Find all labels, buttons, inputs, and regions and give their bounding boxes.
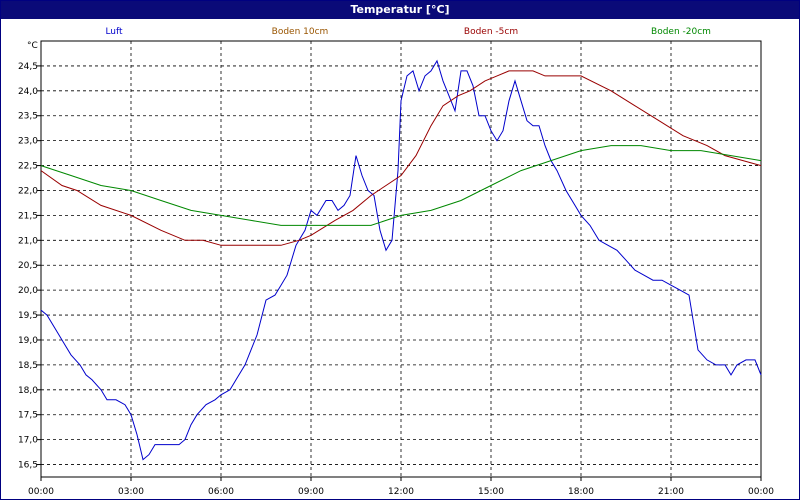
grid bbox=[41, 41, 761, 477]
series-lines bbox=[40, 59, 762, 461]
x-tick-time-label: 06:00 bbox=[208, 487, 234, 497]
x-tick-time-label: 12:00 bbox=[388, 487, 414, 497]
axis-ticks: 16,5 17,0 17,5 18,0 18,5 19,0 19,5 20,0 20,5 21,0… bbox=[18, 62, 774, 497]
legend-entry: Boden -20cm bbox=[651, 27, 711, 37]
temperature-chart: 16,5 17,0 17,5 18,0 18,5 19,0 19,5 20,0 20,5 21,0… bbox=[18, 27, 774, 497]
y-tick-label: 20,5 bbox=[18, 261, 38, 271]
y-tick-label: 21,5 bbox=[18, 211, 38, 221]
y-tick-label: 22,5 bbox=[18, 162, 38, 172]
y-tick-label: 19,5 bbox=[18, 311, 38, 321]
y-tick-label: 20,0 bbox=[18, 286, 38, 296]
y-tick-label: 24,5 bbox=[18, 62, 38, 72]
y-tick-label: 23,0 bbox=[18, 137, 38, 147]
y-tick-label: 16,5 bbox=[18, 461, 38, 471]
y-tick-label: 17,0 bbox=[18, 436, 38, 446]
series-line-1 bbox=[40, 70, 762, 246]
legend-entry: Boden -5cm bbox=[464, 27, 518, 37]
series-line-3 bbox=[40, 145, 762, 226]
legend-entry: Boden 10cm bbox=[272, 27, 329, 37]
y-tick-label: 22,0 bbox=[18, 186, 38, 196]
x-tick-time-label: 00:00 bbox=[28, 487, 54, 497]
y-tick-label: 17,5 bbox=[18, 411, 38, 421]
y-tick-label: 24,0 bbox=[18, 87, 38, 97]
y-tick-label: 21,0 bbox=[18, 236, 38, 246]
x-tick-time-label: 15:00 bbox=[478, 487, 504, 497]
y-tick-label: 18,5 bbox=[18, 361, 38, 371]
x-tick-time-label: 09:00 bbox=[298, 487, 324, 497]
x-tick-time-label: 03:00 bbox=[118, 487, 144, 497]
y-tick-label: 18,0 bbox=[18, 386, 38, 396]
legend: Luft Boden 10cm Boden -5cm Boden -20cm bbox=[105, 27, 711, 37]
y-tick-label: 19,0 bbox=[18, 336, 38, 346]
x-tick-time-label: 18:00 bbox=[568, 487, 594, 497]
series-line-0 bbox=[40, 59, 762, 461]
y-axis-unit-label: °C bbox=[27, 41, 38, 51]
x-tick-time-label: 00:00 bbox=[748, 487, 774, 497]
y-tick-label: 23,5 bbox=[18, 112, 38, 122]
legend-entry: Luft bbox=[105, 27, 123, 37]
x-tick-time-label: 21:00 bbox=[658, 487, 684, 497]
window-title: Temperatur [°C] bbox=[1, 1, 799, 19]
